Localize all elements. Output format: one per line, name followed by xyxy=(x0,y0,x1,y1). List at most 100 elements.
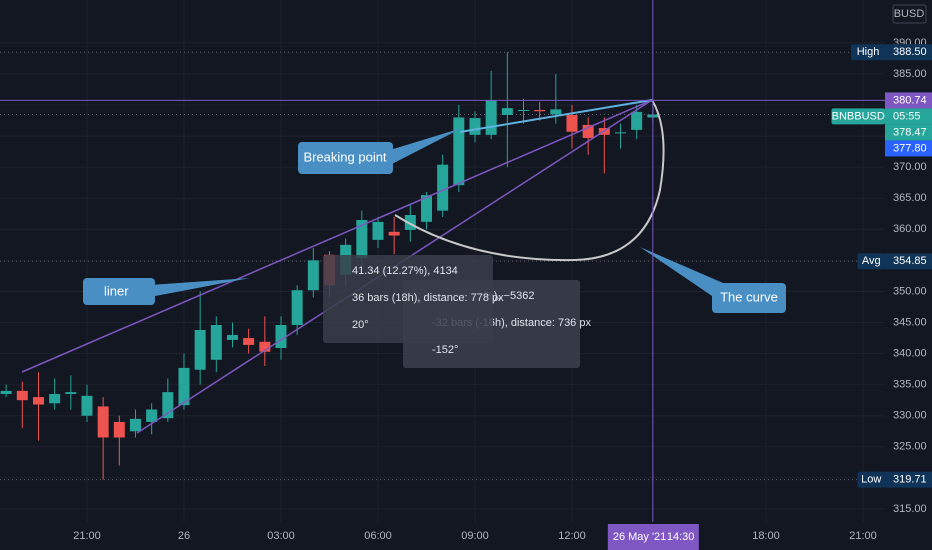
callout-pointer xyxy=(150,278,250,297)
candle-body xyxy=(582,124,594,138)
currency-box xyxy=(892,4,927,24)
price-tag-box xyxy=(831,108,885,125)
y-tick-label: 385.00 xyxy=(893,68,927,80)
y-tick-label: 350.00 xyxy=(893,285,927,297)
candle-body xyxy=(420,195,432,222)
price-label: 354.85 xyxy=(893,255,927,267)
x-tick-label: 26 xyxy=(178,530,190,542)
y-tick-label: 345.00 xyxy=(893,316,927,328)
candle-body xyxy=(49,393,61,404)
candle-body xyxy=(437,164,449,211)
x-tick-label: 09:00 xyxy=(461,530,489,542)
candle-body xyxy=(307,260,319,291)
measure-text: -152° xyxy=(432,344,458,356)
candle-body xyxy=(372,221,384,240)
candle-body xyxy=(275,325,287,348)
candle-body xyxy=(356,219,368,258)
callout-pointer xyxy=(640,247,730,298)
price-axis xyxy=(885,0,932,550)
y-tick-label: 360.00 xyxy=(893,223,927,235)
break-line xyxy=(459,99,653,133)
price-label-box xyxy=(885,140,932,157)
candle-body xyxy=(113,421,125,438)
measure-text: 41.34 (12.27%), 4134 xyxy=(352,265,458,277)
drawings: Breaking point liner The curve %), −5362… xyxy=(0,0,885,522)
price-tag: High xyxy=(857,46,880,58)
time-label-box xyxy=(607,524,699,550)
price-label: 319.71 xyxy=(893,474,927,486)
candle-body xyxy=(291,290,303,326)
price-tag-box xyxy=(857,253,885,270)
price-tag-box xyxy=(851,44,885,61)
measure-text: %), −5362 xyxy=(484,290,534,302)
price-label-box xyxy=(885,124,932,141)
trend-line xyxy=(21,99,653,373)
candle-body xyxy=(97,406,109,438)
y-tick-label: 325.00 xyxy=(893,441,927,453)
x-tick-label: 21:00 xyxy=(73,530,101,542)
currency: BUSD xyxy=(894,8,925,20)
candle-body xyxy=(16,390,28,401)
price-label: 388.50 xyxy=(893,46,927,58)
price-label-box xyxy=(885,471,932,488)
y-tick-label: 370.00 xyxy=(893,161,927,173)
candle-body xyxy=(453,117,465,186)
price-label-box xyxy=(885,92,932,109)
price-label: 380.74 xyxy=(893,94,927,106)
y-tick-label: 330.00 xyxy=(893,410,927,422)
candle-body xyxy=(550,109,562,115)
price-tag: Avg xyxy=(862,255,881,267)
candle-body xyxy=(146,409,158,422)
price-tag-box xyxy=(857,471,885,488)
callout-box xyxy=(712,283,786,313)
time-label-date: 26 May '21 xyxy=(613,531,666,543)
candle-body xyxy=(0,390,12,394)
candle-body xyxy=(129,418,141,432)
x-tick-label: 12:00 xyxy=(558,530,586,542)
candle-body xyxy=(534,109,546,112)
price-tag: BNBBUSD xyxy=(832,110,885,122)
time-axis xyxy=(0,522,932,550)
callout-box xyxy=(298,142,393,174)
candle-body xyxy=(210,325,222,360)
price-label: 378.47 xyxy=(893,126,927,138)
candle-body xyxy=(388,231,400,236)
annotation: Breaking point xyxy=(303,149,386,164)
candle-body xyxy=(81,395,93,416)
time-label-time: 14:30 xyxy=(667,531,695,543)
annotation: liner xyxy=(104,283,129,298)
curve xyxy=(394,99,665,262)
candle-body xyxy=(243,338,255,345)
candle-body xyxy=(32,397,44,405)
measure-box xyxy=(323,255,493,343)
y-tick-label: 340.00 xyxy=(893,347,927,359)
candle-body xyxy=(615,132,627,134)
candle-body xyxy=(162,392,174,419)
callout-box xyxy=(83,278,155,305)
candle-body xyxy=(65,392,77,394)
candle-body xyxy=(566,114,578,132)
y-tick-label: 365.00 xyxy=(893,192,927,204)
price-label-box xyxy=(885,108,932,125)
x-tick-label: 21:00 xyxy=(849,530,877,542)
x-tick-label: 03:00 xyxy=(267,530,295,542)
x-tick-label: 06:00 xyxy=(364,530,392,542)
candle-body xyxy=(517,109,529,111)
price-label-box xyxy=(885,253,932,270)
countdown: 05:55 xyxy=(893,110,921,122)
candle-body xyxy=(631,111,643,130)
candle-body xyxy=(501,108,513,115)
measure-text: 20° xyxy=(352,319,369,331)
price-label-box xyxy=(885,44,932,61)
measure-text: 36 bars (18h), distance: 778 px xyxy=(352,292,504,304)
candle-body xyxy=(469,118,481,135)
candle-body xyxy=(259,341,271,352)
callout-pointer xyxy=(390,128,462,165)
candle-body xyxy=(226,334,238,340)
y-tick-label: 335.00 xyxy=(893,379,927,391)
price-tag: Low xyxy=(861,474,881,486)
candle-body xyxy=(485,100,497,135)
price-label: 377.80 xyxy=(893,142,927,154)
